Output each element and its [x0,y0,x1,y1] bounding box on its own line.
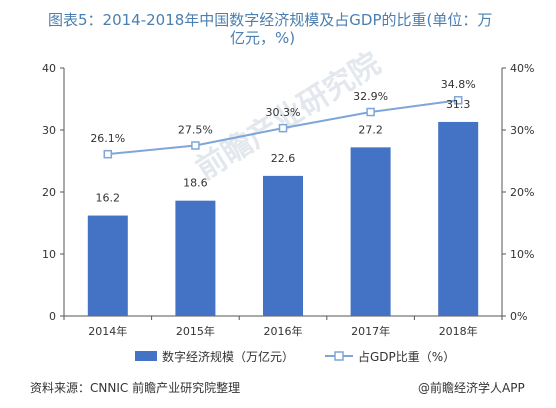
chart-title-line2: 亿元，%) [230,29,295,47]
y-tick-label-right: 10% [510,248,534,261]
line-data-label: 30.3% [266,106,301,119]
x-tick-label: 2017年 [351,324,390,338]
legend: 数字经济规模（万亿元） 占GDP比重（%） [135,349,455,364]
legend-bar-label: 数字经济规模（万亿元） [162,349,294,364]
y-tick-label-right: 20% [510,186,534,199]
line-data-label: 34.8% [441,78,476,91]
bar [350,147,391,316]
bar-data-label: 31.3 [446,98,471,111]
line-point [278,123,288,133]
line-point [366,107,375,117]
line-series [103,95,463,159]
line-point [103,149,113,159]
data-labels: 16.2 18.6 22.6 27.2 31.3 26.1% 27.5% 30.3% 32.9%… [90,78,475,204]
y-tick-label-right: 30% [510,124,534,137]
bar [438,121,479,316]
legend-line-marker [334,351,344,361]
credit: @前瞻经济学人APP [418,380,525,395]
bar [263,175,303,316]
legend-line-label: 占GDP比重（%） [358,349,455,364]
y-tick-label-left: 0 [49,310,56,323]
line-point [453,95,463,105]
y-tick-label-left: 40 [42,62,56,75]
bar-data-label: 22.6 [271,152,296,165]
bar-data-label: 27.2 [358,123,383,136]
y-tick-label-right: 40% [510,62,534,75]
line-data-label: 26.1% [90,132,125,145]
y-tick-label-left: 20 [42,186,56,199]
chart-title-line1: 图表5：2014-2018年中国数字经济规模及占GDP的比重(单位：万 [48,11,492,29]
bars [87,121,479,316]
line-data-label: 27.5% [178,124,213,137]
line-data-label: 32.9% [353,90,388,103]
axes: 0 10 20 30 40 0% 10% 20% 30% 40% 2014年 2015年 2016年 20… [42,62,534,338]
legend-bar-swatch [135,351,157,361]
y-tick-label-left: 10 [42,248,56,261]
bar [175,200,216,316]
y-tick-label-left: 30 [42,124,56,137]
x-tick-label: 2018年 [439,324,478,338]
line-point [191,141,200,150]
bar [87,215,128,316]
bar-data-label: 18.6 [183,177,208,190]
x-tick-label: 2014年 [88,324,127,338]
x-tick-label: 2015年 [176,324,215,338]
bar-data-label: 16.2 [96,192,121,205]
y-tick-label-right: 0% [510,310,527,323]
x-tick-label: 2016年 [264,324,303,338]
source-note: 资料来源：CNNIC 前瞻产业研究院整理 [30,380,240,395]
